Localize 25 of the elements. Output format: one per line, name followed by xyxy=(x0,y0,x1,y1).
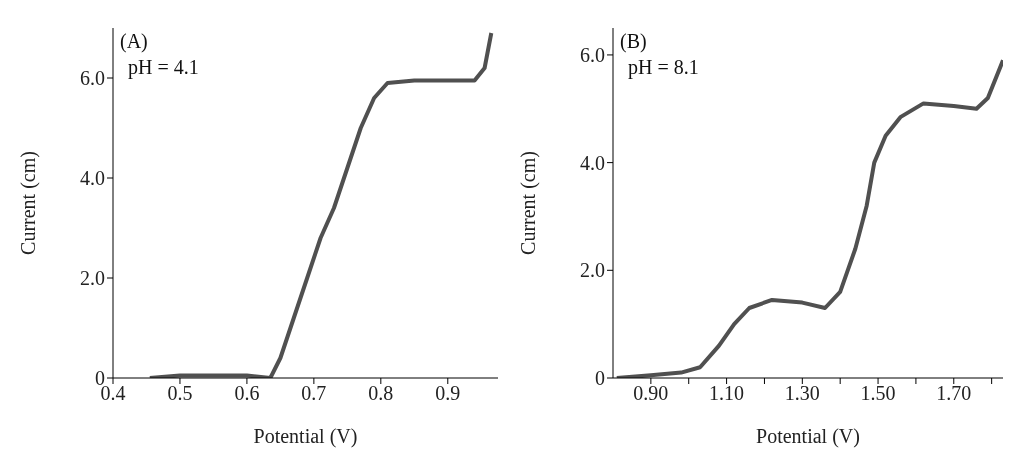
x-tick-label: 0.9 xyxy=(435,382,461,405)
y-tick-label: 6.0 xyxy=(580,44,605,67)
annotation: (A) xyxy=(120,29,149,54)
annotation: pH = 8.1 xyxy=(627,55,699,80)
x-tick-label: 0.90 xyxy=(633,382,669,405)
x-tick-label: 0.6 xyxy=(234,382,260,405)
y-tick-label: 0 xyxy=(595,367,605,390)
x-axis-title: Potential (V) xyxy=(756,425,860,448)
x-tick-label: 1.30 xyxy=(784,382,820,405)
x-tick-label: 0.7 xyxy=(301,382,327,405)
y-tick-label: 4.0 xyxy=(580,151,605,174)
y-axis-title: Current (cm) xyxy=(517,151,541,255)
y-tick-label: 2.0 xyxy=(580,259,605,282)
x-tick-label: 1.50 xyxy=(860,382,896,405)
x-axis-title: Potential (V) xyxy=(253,425,358,448)
x-tick-label: 0.5 xyxy=(167,382,193,405)
y-tick-label: 2.0 xyxy=(80,267,105,290)
x-tick-label: 0.8 xyxy=(368,382,394,405)
x-tick-label: 1.10 xyxy=(709,382,745,405)
y-tick-label: 6.0 xyxy=(80,67,105,90)
annotation: pH = 4.1 xyxy=(127,55,199,80)
y-tick-label: 4.0 xyxy=(80,167,105,190)
y-axis-title: Current (cm) xyxy=(17,151,41,255)
annotation: (B) xyxy=(620,29,648,54)
x-tick-label: 1.70 xyxy=(936,382,972,405)
